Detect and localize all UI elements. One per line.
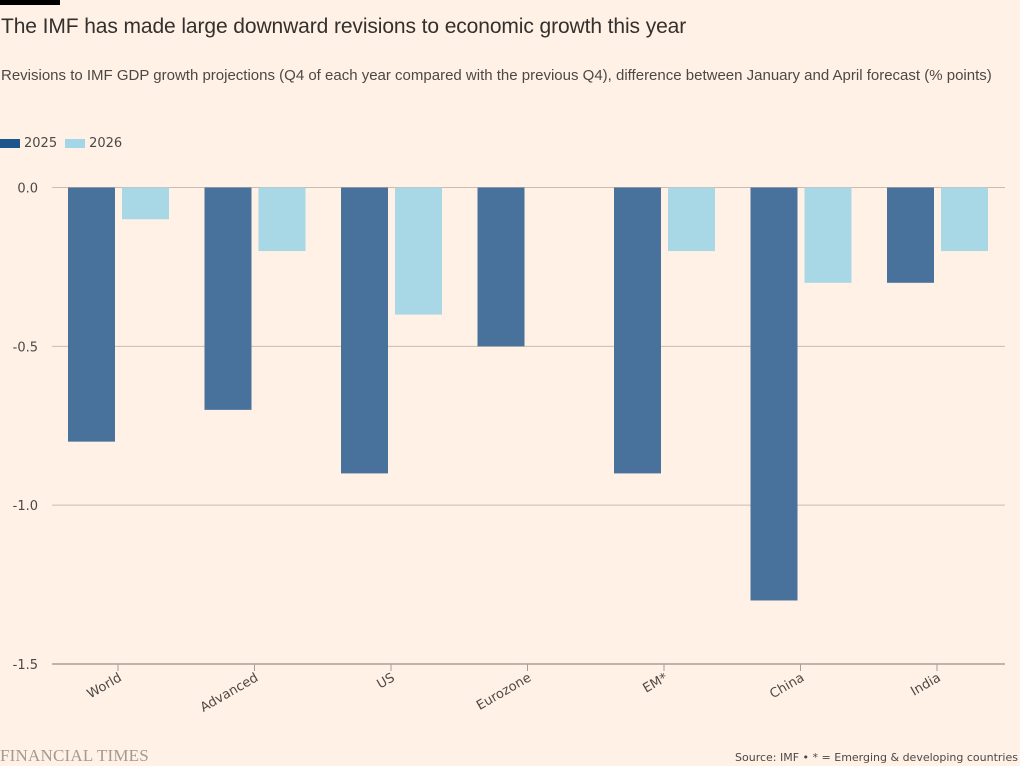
bar-2026-us: [395, 187, 442, 315]
chart-title: The IMF has made large downward revision…: [1, 15, 687, 38]
y-tick-label: -1.0: [13, 499, 38, 514]
bar-2025-advanced: [204, 187, 252, 410]
bar-2026-india: [941, 187, 988, 252]
legend-label-2025: 2025: [24, 136, 58, 151]
bars: [68, 187, 988, 601]
ft-logo: FINANCIAL TIMES: [0, 746, 149, 765]
source-note: Source: IMF • * = Emerging & developing …: [735, 751, 1018, 764]
x-tick-label: Advanced: [198, 670, 261, 715]
x-tick-label: EM*: [641, 670, 671, 696]
x-tick-label: Eurozone: [474, 670, 534, 713]
legend-swatch-2025: [0, 139, 20, 148]
legend-item-2025: 2025: [0, 136, 57, 151]
x-tick-label: China: [767, 670, 807, 702]
bar-2025-china: [750, 187, 798, 601]
bar-2025-eurozone: [477, 187, 525, 347]
legend-item-2026: 2026: [65, 136, 122, 151]
y-tick-label: -0.5: [13, 340, 38, 355]
bar-2025-us: [341, 187, 388, 474]
bar-2026-advanced: [258, 187, 306, 252]
bar-chart: 0.0 -0.5 -1.0 -1.5 World Advanced US Eurozone E…: [13, 182, 1005, 716]
bar-2026-world: [122, 187, 169, 220]
bar-2026-em: [668, 187, 715, 252]
legend: 2025 2026: [0, 136, 130, 151]
y-tick-label: 0.0: [17, 182, 38, 197]
chart-subtitle: Revisions to IMF GDP growth projections …: [1, 67, 992, 84]
legend-swatch-2026: [65, 139, 86, 148]
x-axis: World Advanced US Eurozone EM* China India: [85, 664, 944, 716]
legend-label-2026: 2026: [89, 136, 123, 151]
x-tick-label: World: [85, 670, 125, 702]
brand-bar: [0, 0, 60, 5]
y-tick-label: -1.5: [13, 658, 38, 673]
bar-2025-india: [887, 187, 934, 283]
bar-2025-world: [68, 187, 115, 442]
bar-2026-china: [804, 187, 852, 283]
bar-2025-em: [614, 187, 661, 474]
x-tick-label: US: [375, 670, 398, 692]
x-tick-label: India: [908, 670, 943, 699]
